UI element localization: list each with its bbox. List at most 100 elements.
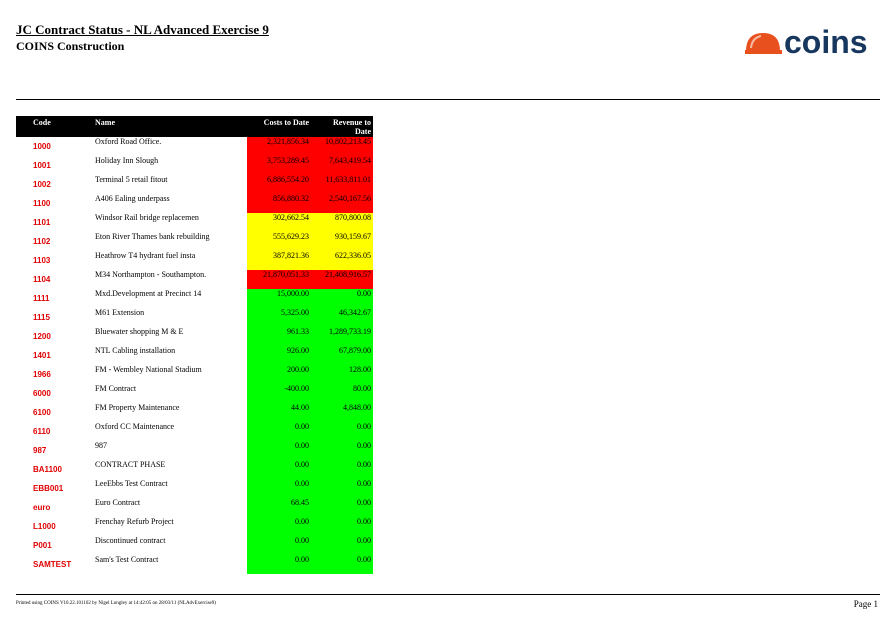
contract-status-table: Code Name Costs to Date Revenue to Date … — [16, 116, 373, 574]
contract-name: FM - Wembley National Stadium — [95, 365, 202, 374]
revenue-to-date: 7,643,419.54 — [311, 156, 373, 175]
costs-to-date: 68.45 — [247, 498, 311, 517]
contract-code: 1401 — [33, 351, 51, 360]
costs-to-date: 0.00 — [247, 460, 311, 479]
revenue-to-date: 67,879.00 — [311, 346, 373, 365]
revenue-to-date: 80.00 — [311, 384, 373, 403]
contract-code: L1000 — [33, 522, 56, 531]
contract-name: FM Contract — [95, 384, 137, 393]
contract-code: SAMTEST — [33, 560, 72, 569]
contract-code: BA1100 — [33, 465, 62, 474]
table-row: 1104 M34 Northampton - Southampton. 21,870… — [16, 270, 373, 289]
table-row: L1000 Frenchay Refurb Project 0.00 0.00 — [16, 517, 373, 536]
costs-to-date: 44.00 — [247, 403, 311, 422]
revenue-to-date: 0.00 — [311, 422, 373, 441]
header-revenue-to-date: Revenue to Date — [311, 116, 373, 137]
table-row: SAMTEST Sam's Test Contract 0.00 0.00 — [16, 555, 373, 574]
costs-to-date: 21,870,051.33 — [247, 270, 311, 289]
header-revenue-line2: Date — [355, 127, 371, 136]
costs-to-date: 0.00 — [247, 536, 311, 555]
contract-code: 6100 — [33, 408, 51, 417]
contract-name: Euro Contract — [95, 498, 141, 507]
table-row: euro Euro Contract 68.45 0.00 — [16, 498, 373, 517]
costs-to-date: 3,753,289.45 — [247, 156, 311, 175]
row-lead-cell — [16, 137, 31, 156]
revenue-to-date: 0.00 — [311, 498, 373, 517]
costs-to-date: 961.33 — [247, 327, 311, 346]
revenue-to-date: 11,633,811.01 — [311, 175, 373, 194]
footer-divider — [16, 594, 880, 595]
row-lead-cell — [16, 536, 31, 555]
table-row: 6110 Oxford CC Maintenance 0.00 0.00 — [16, 422, 373, 441]
contract-name: M61 Extension — [95, 308, 145, 317]
row-lead-cell — [16, 365, 31, 384]
contract-name: Bluewater shopping M & E — [95, 327, 184, 336]
row-lead-cell — [16, 517, 31, 536]
contract-code: EBB001 — [33, 484, 64, 493]
row-lead-cell — [16, 327, 31, 346]
row-lead-cell — [16, 270, 31, 289]
contract-name: Oxford CC Maintenance — [95, 422, 175, 431]
row-lead-cell — [16, 479, 31, 498]
svg-text:coins: coins — [784, 24, 868, 58]
header-name: Name — [93, 116, 247, 137]
print-info: Printed using COINS V10.22.101102 by Nig… — [16, 601, 216, 606]
contract-code: 1966 — [33, 370, 51, 379]
contract-name: Terminal 5 retail fitout — [95, 175, 168, 184]
row-lead-cell — [16, 289, 31, 308]
table-row: 1401 NTL Cabling installation 926.00 67,879… — [16, 346, 373, 365]
contract-name: LeeEbbs Test Contract — [95, 479, 168, 488]
row-lead-cell — [16, 498, 31, 517]
contract-code: 1103 — [33, 256, 51, 265]
contract-name: Eton River Thames bank rebuilding — [95, 232, 210, 241]
page-number: Page 1 — [853, 599, 878, 609]
table-row: 987 987 0.00 0.00 — [16, 441, 373, 460]
costs-to-date: 0.00 — [247, 422, 311, 441]
revenue-to-date: 0.00 — [311, 536, 373, 555]
contract-code: 1111 — [33, 294, 50, 303]
contract-code: 1101 — [33, 218, 51, 227]
table-row: 1200 Bluewater shopping M & E 961.33 1,289,… — [16, 327, 373, 346]
row-lead-cell — [16, 422, 31, 441]
revenue-to-date: 21,408,916.57 — [311, 270, 373, 289]
revenue-to-date: 128.00 — [311, 365, 373, 384]
table-row: 6100 FM Property Maintenance 44.00 4,848.00 — [16, 403, 373, 422]
contract-name: Mxd.Development at Precinct 14 — [95, 289, 202, 298]
header-revenue-line1: Revenue to — [333, 118, 371, 127]
contract-name: Heathrow T4 hydrant fuel insta — [95, 251, 196, 260]
revenue-to-date: 870,800.08 — [311, 213, 373, 232]
costs-to-date: 15,000.00 — [247, 289, 311, 308]
costs-to-date: 302,662.54 — [247, 213, 311, 232]
contract-name: Sam's Test Contract — [95, 555, 159, 564]
costs-to-date: 6,886,554.20 — [247, 175, 311, 194]
revenue-to-date: 0.00 — [311, 460, 373, 479]
company-name: COINS Construction — [16, 39, 125, 53]
costs-to-date: 0.00 — [247, 517, 311, 536]
contract-code: 1200 — [33, 332, 51, 341]
coins-logo-icon: coins — [745, 24, 868, 60]
header-lead — [16, 116, 31, 137]
table-row: 1000 Oxford Road Office. 2,321,856.34 10,80… — [16, 137, 373, 156]
contract-name: FM Property Maintenance — [95, 403, 180, 412]
table-row: 1102 Eton River Thames bank rebuilding 555… — [16, 232, 373, 251]
revenue-to-date: 0.00 — [311, 479, 373, 498]
revenue-to-date: 0.00 — [311, 441, 373, 460]
costs-to-date: 200.00 — [247, 365, 311, 384]
header-costs-to-date: Costs to Date — [247, 116, 311, 137]
row-lead-cell — [16, 308, 31, 327]
revenue-to-date: 46,342.67 — [311, 308, 373, 327]
row-lead-cell — [16, 213, 31, 232]
revenue-to-date: 622,336.05 — [311, 251, 373, 270]
row-lead-cell — [16, 346, 31, 365]
contract-code: 1115 — [33, 313, 50, 322]
contract-code: 1002 — [33, 180, 51, 189]
contract-name: Oxford Road Office. — [95, 137, 162, 146]
table-row: P001 Discontinued contract 0.00 0.00 — [16, 536, 373, 555]
costs-to-date: 0.00 — [247, 441, 311, 460]
costs-to-date: 926.00 — [247, 346, 311, 365]
table-row: 1966 FM - Wembley National Stadium 200.00 1… — [16, 365, 373, 384]
table-row: 1101 Windsor Rail bridge replacemen 302,66… — [16, 213, 373, 232]
contract-code: 6110 — [33, 427, 51, 436]
table-row: 1002 Terminal 5 retail fitout 6,886,554.20… — [16, 175, 373, 194]
contract-name: Windsor Rail bridge replacemen — [95, 213, 199, 222]
